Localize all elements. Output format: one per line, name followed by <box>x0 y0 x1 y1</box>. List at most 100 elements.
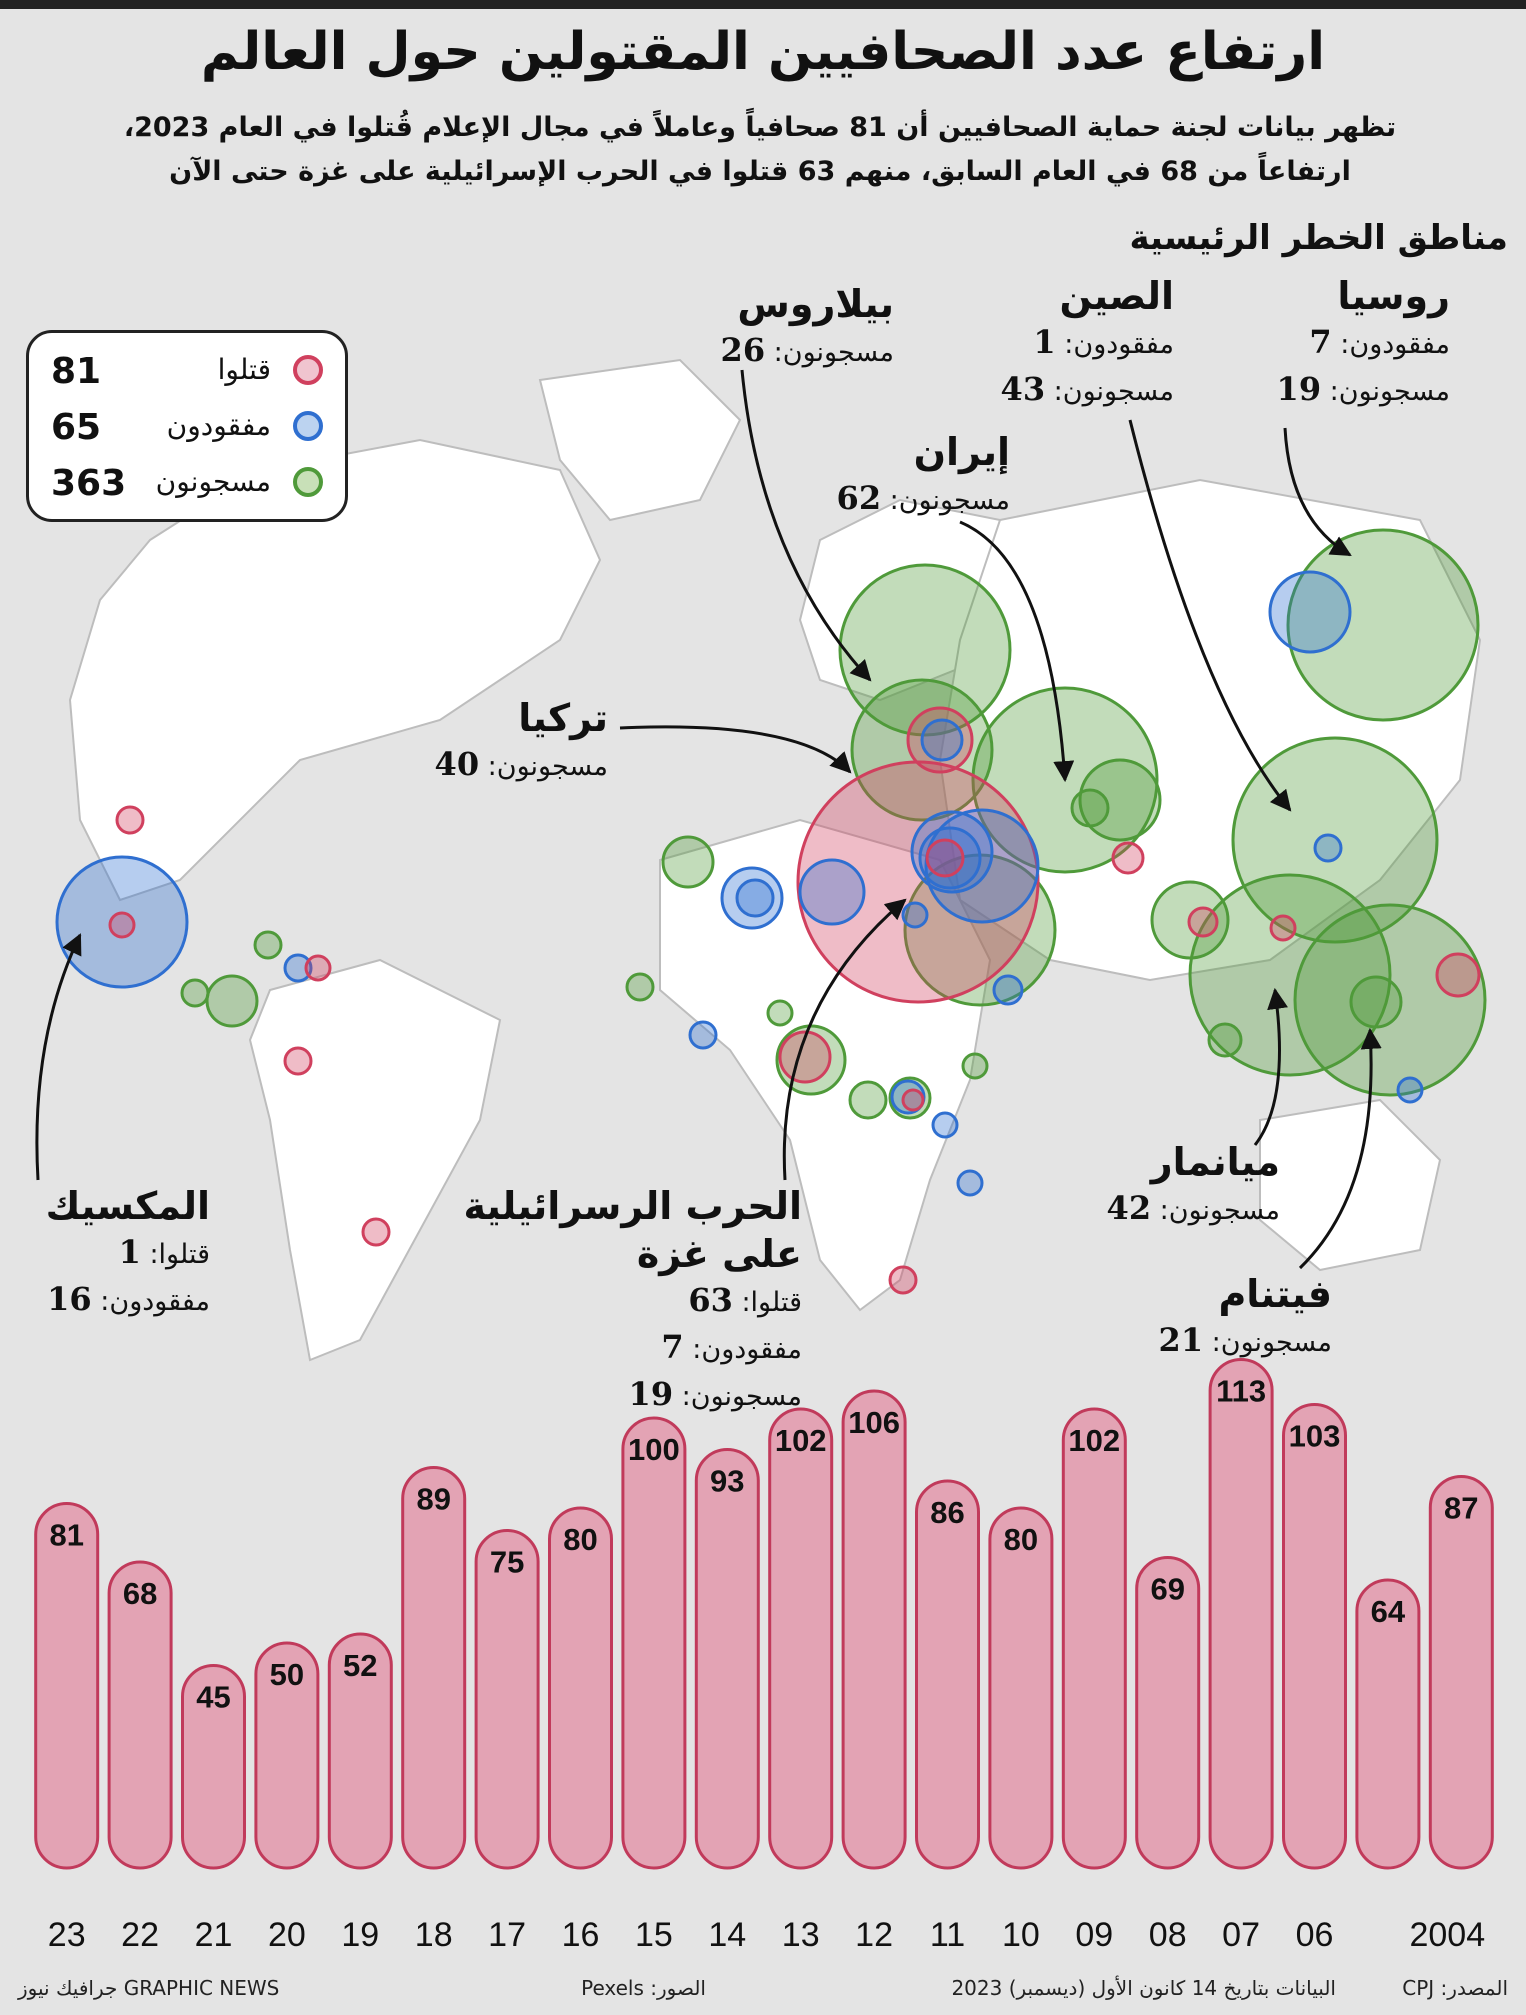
top-rule <box>0 0 1526 9</box>
missing-bubble <box>1313 833 1343 863</box>
bar-value-label: 102 <box>1068 1423 1120 1458</box>
photo-credit: الصور: Pexels <box>581 1976 706 2000</box>
mexico-name: المكسيك <box>45 1184 210 1228</box>
killed-bubble <box>304 954 332 982</box>
bar-09 <box>1061 1407 1127 1870</box>
missing-bubble <box>55 855 189 989</box>
jailed-bubble <box>1286 528 1480 722</box>
jailed-bubble <box>1078 758 1162 842</box>
belarus-jailed-value: 26 <box>720 331 766 369</box>
bar-value-label: 102 <box>775 1423 827 1458</box>
label-belarus: بيلاروس مسجونون: 26 <box>721 280 894 375</box>
gaza-killed-value: 63 <box>688 1281 733 1319</box>
bar-chart: 87 2004 64 103 06 113 07 69 08 102 09 80 10 86 11 106 12… <box>34 1358 1494 1954</box>
jailed-bubble <box>661 835 715 889</box>
killed-bubble <box>1187 906 1219 938</box>
bar-value-label: 69 <box>1150 1572 1184 1607</box>
legend-missing-label: مفقودون <box>166 409 271 442</box>
iran-jailed-value: 62 <box>836 479 882 517</box>
arrow-russia <box>1283 427 1352 557</box>
iran-name: إيران <box>913 430 1010 474</box>
x-tick-label: 15 <box>635 1916 673 1954</box>
x-tick-label: 13 <box>782 1916 820 1954</box>
gaza-killed-label: قتلوا: <box>741 1287 802 1318</box>
legend-killed-label: قتلوا <box>217 353 271 386</box>
mexico-missing-value: 16 <box>47 1280 92 1318</box>
continent-australia <box>1259 1098 1442 1272</box>
x-tick-label: 08 <box>1149 1916 1187 1954</box>
russia-missing-label: مفقودون: <box>1340 329 1450 360</box>
legend-missing-value: 65 <box>51 407 102 448</box>
bar-value-label: 45 <box>196 1680 230 1715</box>
x-tick-label: 23 <box>48 1916 86 1954</box>
x-tick-label: 11 <box>930 1916 965 1954</box>
legend-jailed: 363 مسجونون <box>29 459 345 509</box>
label-vietnam: فيتنام مسجونون: 21 <box>1159 1270 1332 1365</box>
bar-value-label: 87 <box>1444 1491 1478 1526</box>
bar-05 <box>1355 1578 1421 1870</box>
jailed-bubble <box>1070 788 1110 828</box>
arrow-turkey <box>619 725 852 774</box>
gaza-missing-label: مفقودون: <box>692 1334 802 1365</box>
arrow-belarus <box>740 369 872 682</box>
killed-bubble <box>108 911 136 939</box>
bar-value-label: 100 <box>628 1432 680 1467</box>
subtitle-line-1: تظهر بيانات لجنة حماية الصحافيين أن 81 ص… <box>123 112 1397 143</box>
x-tick-label: 2004 <box>1409 1916 1485 1954</box>
bar-11 <box>915 1479 980 1870</box>
turkey-jailed-label: مسجونون: <box>487 751 608 782</box>
bar-20 <box>254 1641 320 1870</box>
bar-21 <box>181 1664 246 1870</box>
world-map <box>68 358 1482 1362</box>
jailed-bubble <box>205 974 259 1028</box>
myanmar-jailed-value: 42 <box>1106 1189 1152 1227</box>
bar-value-label: 75 <box>490 1545 524 1580</box>
killed-bubble <box>1435 952 1481 998</box>
gaza-jailed-label: مسجونون: <box>681 1381 802 1412</box>
bar-12 <box>841 1389 907 1870</box>
killed-bubble <box>115 805 145 835</box>
x-tick-label: 19 <box>341 1916 379 1954</box>
legend: 81 قتلوا 65 مفقودون 363 مسجونون <box>26 330 348 522</box>
arrow-myanmar <box>1253 987 1288 1146</box>
russia-missing-value: 7 <box>1309 323 1332 361</box>
label-china: الصين مفقودون: 1 مسجونون: 43 <box>1001 272 1174 414</box>
bar-value-label: 93 <box>710 1464 744 1499</box>
killed-bubble <box>361 1217 391 1247</box>
label-gaza: الحرب الرسرائيلية على غزة قتلوا: 63 مفقو… <box>463 1182 802 1419</box>
jailed-bubble <box>253 930 283 960</box>
arrow-gaza <box>782 898 907 1181</box>
bar-value-label: 103 <box>1289 1419 1341 1454</box>
x-tick-label: 20 <box>268 1916 306 1954</box>
bar-10 <box>988 1506 1054 1870</box>
bar-07 <box>1208 1358 1274 1870</box>
bar-value-label: 86 <box>930 1495 964 1530</box>
x-tick-label: 06 <box>1296 1916 1334 1954</box>
bar-08 <box>1135 1556 1201 1870</box>
china-jailed-value: 43 <box>1000 370 1046 408</box>
continent-north-america <box>68 438 602 902</box>
label-russia: روسيا مفقودون: 7 مسجونون: 19 <box>1277 272 1450 414</box>
mexico-killed-value: 1 <box>118 1233 141 1271</box>
gaza-name-line-2: على غزة <box>636 1232 802 1276</box>
jailed-bubble <box>961 1052 989 1080</box>
mexico-missing-label: مفقودون: <box>100 1286 210 1317</box>
killed-bubble <box>1111 841 1145 875</box>
bar-value-label: 113 <box>1216 1374 1266 1409</box>
missing-bubble <box>735 878 775 918</box>
killed-bubble <box>1269 914 1297 942</box>
subtitle: تظهر بيانات لجنة حماية الصحافيين أن 81 ص… <box>100 106 1420 194</box>
iran-jailed-label: مسجونون: <box>889 485 1010 516</box>
bar-value-label: 68 <box>123 1576 157 1611</box>
publisher-credit: GRAPHIC NEWS جرافيك نيوز <box>18 1976 280 2000</box>
gaza-name-line-1: الحرب الرسرائيلية <box>463 1184 802 1228</box>
label-myanmar: ميانمار مسجونون: 42 <box>1107 1138 1280 1233</box>
jailed-bubble <box>1293 903 1487 1097</box>
bar-19 <box>327 1632 393 1870</box>
missing-bubble <box>688 1020 718 1050</box>
x-tick-label: 10 <box>1002 1916 1040 1954</box>
russia-name: روسيا <box>1337 274 1450 318</box>
jailed-bubble <box>850 678 994 822</box>
bar-2004 <box>1428 1475 1494 1870</box>
killed-bubble <box>888 1265 918 1295</box>
